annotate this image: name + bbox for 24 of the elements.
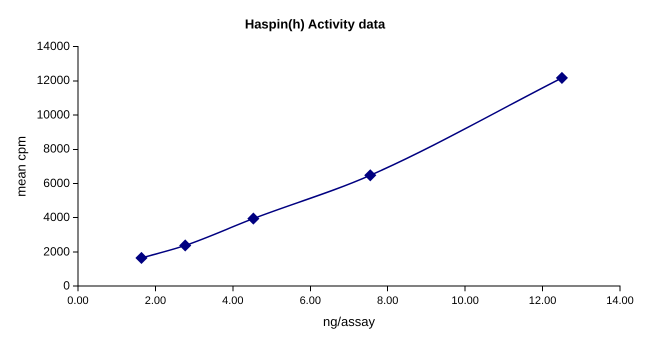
x-tick-label: 2.00 bbox=[144, 294, 166, 307]
y-axis-title: mean cpm bbox=[13, 136, 28, 197]
y-tick-label: 0 bbox=[63, 278, 70, 293]
y-tick-label: 2000 bbox=[43, 244, 70, 258]
y-tick-label: 8000 bbox=[43, 142, 70, 156]
x-tick-label: 8.00 bbox=[376, 294, 398, 307]
x-tick-label: 12.00 bbox=[528, 294, 556, 307]
y-tick-label: 12000 bbox=[36, 73, 70, 88]
x-tick-label: 0.00 bbox=[67, 294, 89, 307]
x-axis-title: ng/assay bbox=[322, 314, 376, 329]
point bbox=[179, 240, 191, 252]
point bbox=[248, 212, 260, 224]
y-tick-label: 6000 bbox=[43, 176, 70, 190]
point bbox=[364, 170, 376, 182]
y-tick-label: 10000 bbox=[36, 107, 70, 122]
point bbox=[556, 72, 568, 84]
x-tick-label: 14.00 bbox=[606, 294, 634, 307]
point bbox=[136, 252, 148, 264]
chart-title: Haspin(h) Activity data bbox=[244, 16, 386, 32]
y-tick-label: 4000 bbox=[43, 210, 70, 224]
y-tick-label: 14000 bbox=[36, 38, 70, 53]
x-tick-label: 4.00 bbox=[222, 294, 244, 307]
x-tick-label: 6.00 bbox=[300, 294, 321, 307]
x-tick-label: 10.00 bbox=[451, 294, 479, 307]
